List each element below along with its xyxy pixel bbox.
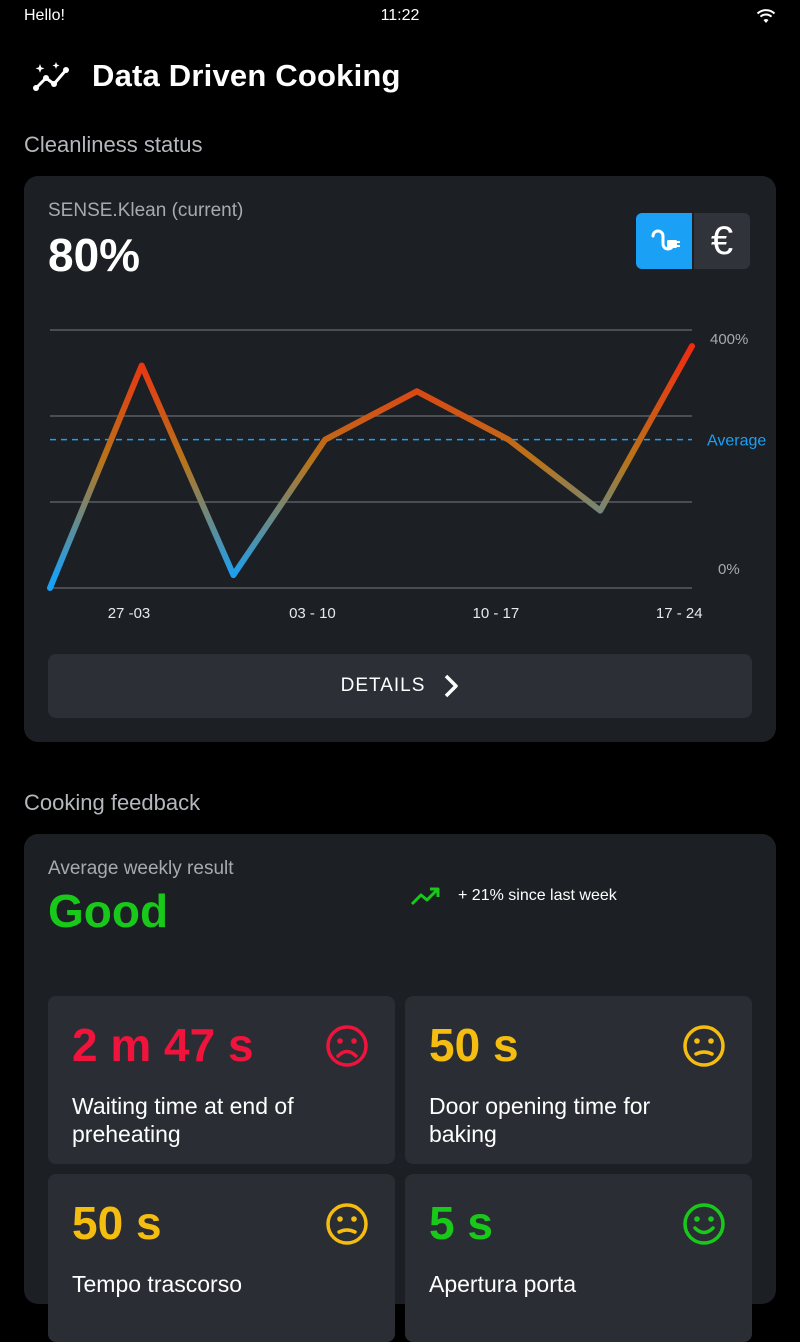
x-tick-labels: 27 -03 03 - 10 10 - 17 17 - 24 — [108, 605, 703, 622]
status-time: 11:22 — [380, 7, 420, 24]
x-tick-label: 17 - 24 — [656, 605, 703, 622]
x-tick-label: 03 - 10 — [289, 605, 336, 622]
feedback-tile-elapsed-time[interactable]: 50 s Tempo trascorso — [48, 1174, 395, 1342]
tile-value: 50 s — [72, 1197, 162, 1249]
neutral-face-icon — [326, 1203, 368, 1245]
tile-value: 2 m 47 s — [72, 1019, 254, 1071]
cleanliness-card: SENSE.Klean (current) 80% € Average 400%… — [24, 176, 776, 742]
wifi-icon — [756, 9, 776, 23]
app-bar: Data Driven Cooking — [0, 52, 800, 100]
feedback-tile-preheat-wait[interactable]: 2 m 47 s Waiting time at end of preheati… — [48, 996, 395, 1164]
chevron-right-icon — [445, 674, 459, 698]
trend-sparkle-icon — [33, 62, 69, 91]
cleanliness-series-line — [47, 343, 695, 591]
cleanliness-subtitle: SENSE.Klean (current) — [48, 200, 244, 221]
feedback-tile-door-opening[interactable]: 50 s Door opening time for baking — [405, 996, 752, 1164]
tile-description: Tempo trascorso — [72, 1271, 243, 1297]
tile-value: 50 s — [429, 1019, 519, 1071]
feedback-tile-door-open[interactable]: 5 s Apertura porta — [405, 1174, 752, 1342]
cooking-feedback-card: Average weekly result Good + 21% since l… — [24, 834, 776, 1342]
app-title: Data Driven Cooking — [92, 58, 401, 93]
euro-icon: € — [710, 218, 734, 263]
details-button[interactable]: DETAILS — [48, 654, 752, 718]
cleanliness-value: 80% — [48, 229, 141, 281]
trend-text: + 21% since last week — [458, 887, 617, 904]
x-tick-label: 27 -03 — [108, 605, 151, 622]
happy-face-icon — [683, 1203, 725, 1245]
cleanliness-chart: Average 400% 0% 27 -03 03 - 10 10 - 17 17 -… — [47, 329, 766, 622]
x-tick-label: 10 - 17 — [473, 605, 520, 622]
cooking-result-value: Good — [48, 885, 169, 937]
average-label: Average — [707, 433, 766, 450]
sad-face-icon — [326, 1025, 368, 1067]
cooking-subtitle: Average weekly result — [48, 858, 234, 879]
euro-toggle-button[interactable]: € — [694, 213, 750, 269]
tile-description: Apertura porta — [429, 1271, 577, 1297]
status-bar: Hello! 11:22 — [0, 0, 800, 32]
cooking-section-title: Cooking feedback — [24, 790, 201, 815]
tile-description: Waiting time at end of preheating — [72, 1093, 294, 1147]
cleanliness-section-title: Cleanliness status — [24, 132, 203, 157]
tile-description: Door opening time for baking — [429, 1093, 651, 1147]
tile-value: 5 s — [429, 1197, 493, 1249]
details-label: DETAILS — [340, 675, 426, 696]
trend-indicator: + 21% since last week — [410, 886, 617, 906]
energy-toggle-button[interactable] — [636, 213, 692, 269]
y-tick-bottom: 0% — [718, 561, 740, 578]
status-greeting: Hello! — [24, 7, 65, 24]
y-tick-top: 400% — [710, 331, 748, 348]
energy-plug-icon — [651, 229, 680, 251]
trending-up-icon — [410, 887, 440, 906]
neutral-face-icon — [683, 1025, 725, 1067]
